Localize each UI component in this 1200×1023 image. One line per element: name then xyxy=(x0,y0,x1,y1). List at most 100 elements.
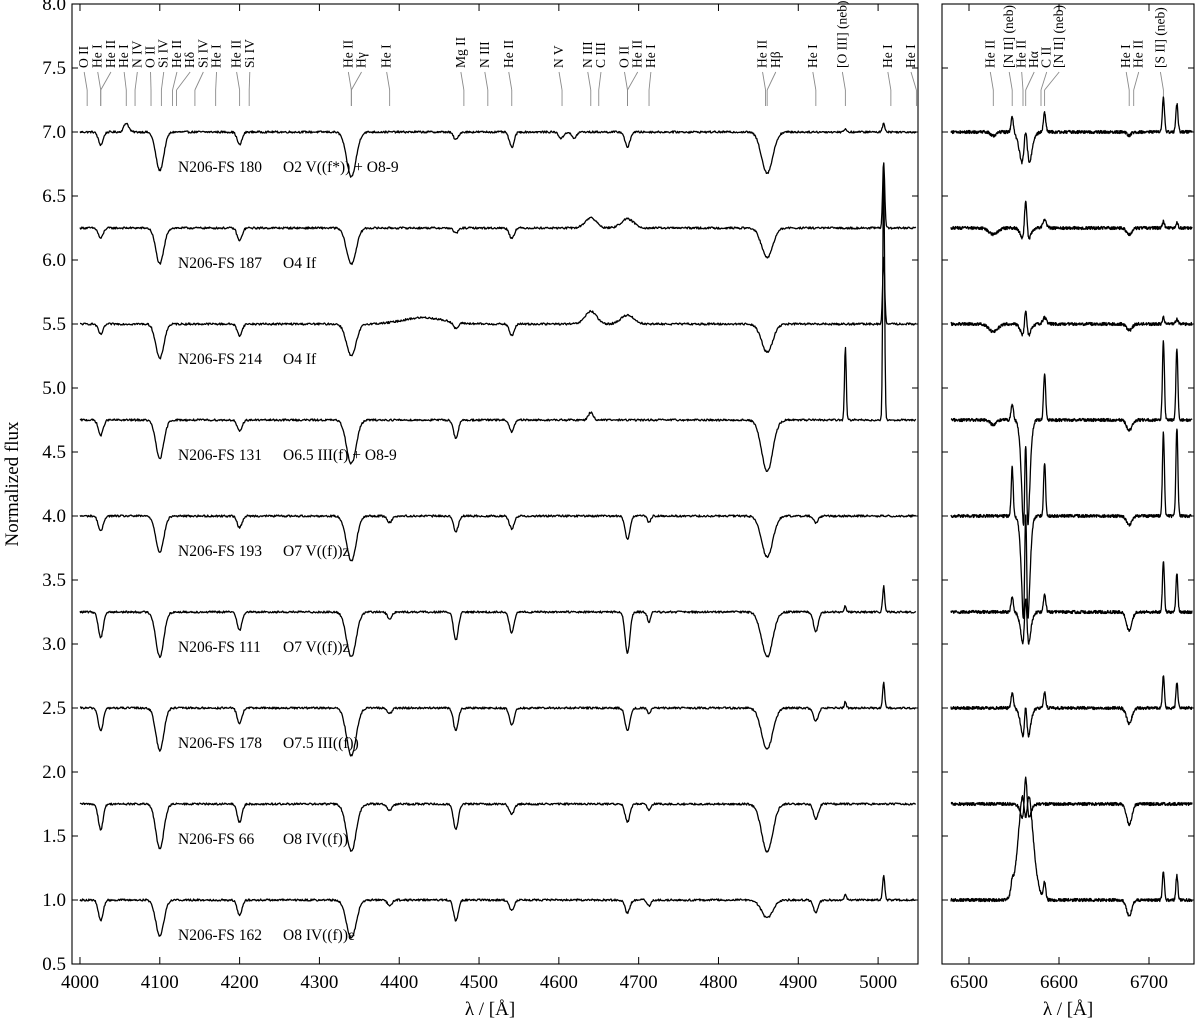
line-id-label: He I xyxy=(116,44,131,68)
y-tick-label: 7.0 xyxy=(42,122,66,143)
y-tick-label: 7.5 xyxy=(42,58,66,79)
line-id-label: He II xyxy=(1131,39,1146,68)
line-id-label: He I xyxy=(805,44,820,68)
line-id-label: He II xyxy=(630,39,645,68)
spectrum-red-8 xyxy=(950,795,1193,917)
line-marker xyxy=(350,71,362,91)
line-marker xyxy=(1044,71,1060,91)
y-tick-label: 0.5 xyxy=(42,954,66,975)
star-name-label: N206-FS 214 xyxy=(178,351,262,368)
star-name-label: N206-FS 178 xyxy=(178,735,262,752)
x-tick-label: 4800 xyxy=(699,972,737,993)
line-marker xyxy=(648,71,652,91)
x-tick-label: 4100 xyxy=(141,972,179,993)
x-tick-label: 4600 xyxy=(540,972,578,993)
star-name-label: N206-FS 111 xyxy=(178,639,261,656)
line-marker xyxy=(248,71,251,91)
line-id-label: C II xyxy=(1039,46,1054,68)
line-marker xyxy=(1125,71,1130,91)
spectrum-red-1 xyxy=(950,200,1193,240)
spectrum-blue-7 xyxy=(79,802,917,853)
line-id-label: He I xyxy=(643,44,658,68)
line-marker xyxy=(460,71,465,91)
star-name-label: N206-FS 180 xyxy=(178,159,262,176)
line-id-label: He I xyxy=(379,44,394,68)
line-marker xyxy=(558,71,563,91)
line-id-label: He II xyxy=(229,39,244,68)
x-axis-label-red: λ / [Å] xyxy=(1043,999,1093,1020)
line-id-label: He I xyxy=(90,44,105,68)
spectrum-red-3 xyxy=(950,340,1193,526)
line-marker xyxy=(386,71,391,91)
star-name-label: N206-FS 131 xyxy=(178,447,262,464)
line-marker xyxy=(97,71,102,91)
spectrum-blue-4 xyxy=(79,514,917,562)
line-marker xyxy=(1021,71,1024,91)
y-axis-label: Normalized flux xyxy=(2,421,23,547)
spectrum-blue-2 xyxy=(79,256,917,360)
spectral-type-label: O2 V((f*)) + O8-9 xyxy=(283,159,399,176)
line-id-label: O II xyxy=(616,45,631,68)
spectral-type-label: O4 If xyxy=(283,255,317,272)
line-id-label: He II xyxy=(501,39,516,68)
line-id-label: N III xyxy=(477,41,492,68)
line-marker xyxy=(176,71,191,91)
y-tick-label: 1.0 xyxy=(42,890,66,911)
line-marker xyxy=(766,71,777,91)
y-tick-label: 4.0 xyxy=(42,506,66,527)
spectrum-blue-8 xyxy=(79,874,917,939)
line-marker xyxy=(887,71,892,91)
y-tick-label: 1.5 xyxy=(42,826,66,847)
line-marker xyxy=(627,71,639,91)
y-tick-label: 6.5 xyxy=(42,186,66,207)
x-tick-label: 6700 xyxy=(1130,972,1168,993)
line-id-label: Si IV xyxy=(156,39,171,68)
y-tick-label: 5.5 xyxy=(42,314,66,335)
line-marker xyxy=(508,71,513,91)
spectrum-red-7 xyxy=(950,776,1193,827)
spectrum-red-2 xyxy=(950,310,1193,337)
line-marker xyxy=(1025,71,1035,91)
panel-blue-frame xyxy=(71,3,919,965)
line-marker xyxy=(1133,71,1140,91)
x-tick-label: 4500 xyxy=(460,972,498,993)
line-marker xyxy=(100,71,112,91)
line-marker xyxy=(1008,71,1013,91)
x-tick-label: 4900 xyxy=(779,972,817,993)
star-name-label: N206-FS 162 xyxy=(178,927,262,944)
line-id-label: Hα xyxy=(1026,51,1041,68)
line-marker xyxy=(1159,71,1164,91)
spectral-type-label: O7.5 III((f)) xyxy=(283,735,359,752)
line-marker xyxy=(134,71,138,91)
spectrum-red-0 xyxy=(950,96,1193,165)
line-id-label: N V xyxy=(551,45,566,68)
line-id-label: O II xyxy=(143,45,158,68)
x-tick-label: 4000 xyxy=(61,972,99,993)
y-tick-label: 6.0 xyxy=(42,250,66,271)
line-id-label: He I xyxy=(880,44,895,68)
line-id-label: He II xyxy=(755,39,770,68)
line-id-label: Si IV xyxy=(242,39,257,68)
line-id-label: C III xyxy=(593,42,608,68)
line-id-label: He II xyxy=(169,39,184,68)
line-id-label: Hδ xyxy=(182,52,197,68)
spectral-type-label: O8 IV((f)) xyxy=(283,831,348,848)
x-tick-label: 4300 xyxy=(300,972,338,993)
star-name-label: N206-FS 66 xyxy=(178,831,254,848)
line-marker xyxy=(123,71,127,91)
line-marker xyxy=(1040,71,1048,91)
line-marker xyxy=(812,71,817,91)
line-id-label: [O III] (neb) xyxy=(834,1,849,68)
line-marker xyxy=(484,71,489,91)
spectral-type-label: O8 IV((f))e xyxy=(283,927,355,944)
spectrum-red-6 xyxy=(950,675,1193,738)
line-marker xyxy=(160,71,165,91)
line-id-label: He II xyxy=(982,39,997,68)
line-marker xyxy=(236,71,241,91)
line-marker xyxy=(347,71,352,91)
spectrum-blue-0 xyxy=(79,122,917,178)
x-tick-label: 6500 xyxy=(950,972,988,993)
